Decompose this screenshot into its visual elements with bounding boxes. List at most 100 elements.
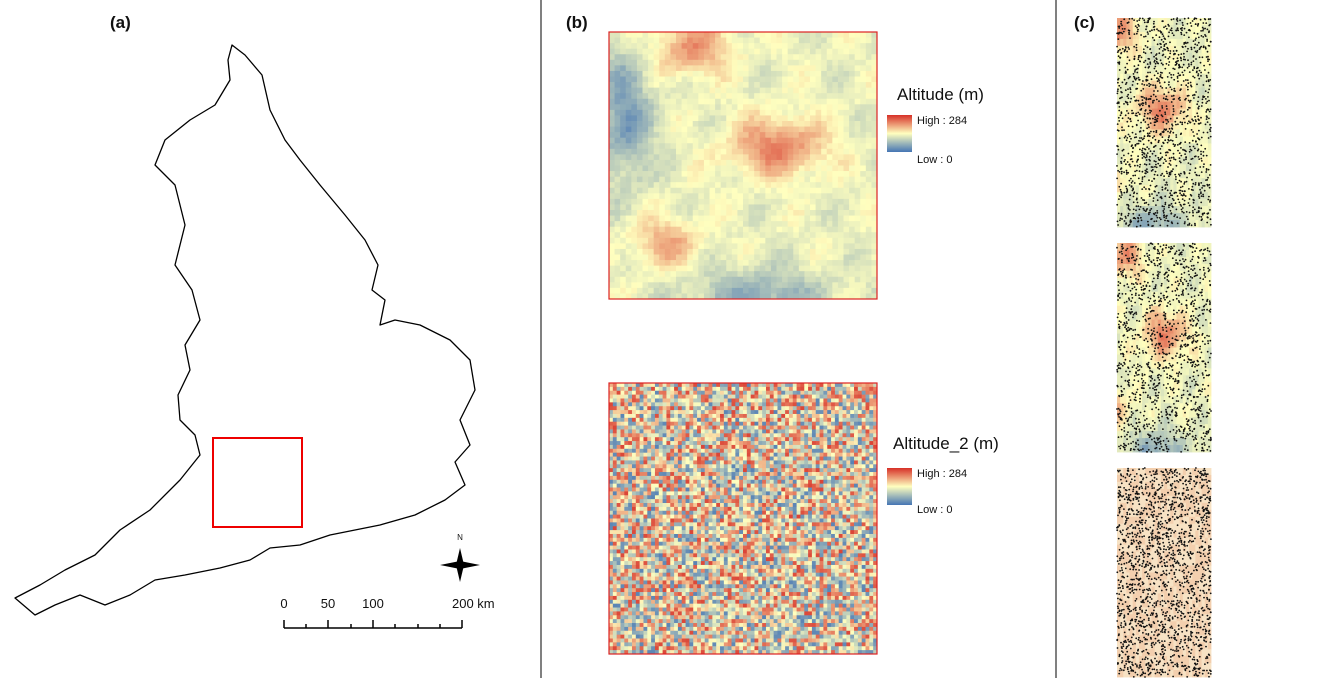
raster-cell <box>846 414 850 418</box>
raster-cell <box>654 88 660 94</box>
raster-cell <box>701 391 705 395</box>
raster-cell <box>804 266 810 272</box>
raster-cell <box>810 166 816 172</box>
raster-cell <box>849 99 855 105</box>
raster-cell <box>701 429 705 433</box>
raster-cell <box>799 149 805 155</box>
raster-cell <box>643 115 649 121</box>
raster-cell <box>628 464 632 468</box>
raster-cell <box>659 160 665 166</box>
raster-cell <box>693 429 697 433</box>
raster-cell <box>676 60 682 66</box>
raster-cell <box>615 216 621 222</box>
raster-cell <box>665 177 671 183</box>
raster-cell <box>659 60 665 66</box>
raster-cell <box>749 132 755 138</box>
raster-cell <box>816 199 822 205</box>
raster-cell <box>693 149 699 155</box>
raster-cell <box>735 519 739 523</box>
raster-cell <box>789 437 793 441</box>
raster-cell <box>777 93 783 99</box>
raster-cell <box>844 127 850 133</box>
raster-cell <box>721 132 727 138</box>
raster-cell <box>659 138 665 144</box>
raster-cell <box>777 437 781 441</box>
raster-cell <box>821 216 827 222</box>
raster-cell <box>617 464 621 468</box>
raster-cell <box>636 499 640 503</box>
raster-cell <box>858 515 862 519</box>
raster-cell <box>632 484 636 488</box>
raster-cell <box>665 93 671 99</box>
raster-cell <box>831 441 835 445</box>
raster-cell <box>765 121 771 127</box>
raster-cell <box>804 402 808 406</box>
raster-cell <box>804 227 810 233</box>
raster-cell <box>754 238 760 244</box>
raster-cell <box>715 43 721 49</box>
raster-cell <box>651 418 655 422</box>
raster-cell <box>609 138 615 144</box>
raster-cell <box>659 441 663 445</box>
raster-cell <box>613 410 617 414</box>
raster-cell <box>654 132 660 138</box>
raster-cell <box>858 495 862 499</box>
raster-cell <box>770 387 774 391</box>
raster-cell <box>777 445 781 449</box>
raster-cell <box>732 227 738 233</box>
raster-cell <box>726 115 732 121</box>
raster-cell <box>704 177 710 183</box>
raster-cell <box>843 391 847 395</box>
raster-cell <box>674 491 678 495</box>
raster-cell <box>655 503 659 507</box>
raster-cell <box>743 60 749 66</box>
raster-cell <box>689 488 693 492</box>
raster-cell <box>816 480 820 484</box>
raster-cell <box>609 193 615 199</box>
raster-cell <box>720 491 724 495</box>
raster-cell <box>715 138 721 144</box>
raster-cell <box>866 507 870 511</box>
raster-cell <box>816 77 822 83</box>
raster-cell <box>777 138 783 144</box>
raster-cell <box>839 402 843 406</box>
raster-cell <box>747 507 751 511</box>
raster-cell <box>869 402 873 406</box>
raster-cell <box>615 88 621 94</box>
raster-cell <box>643 260 649 266</box>
raster-cell <box>674 406 678 410</box>
raster-cell <box>812 398 816 402</box>
raster-cell <box>799 71 805 77</box>
raster-cell <box>765 110 771 116</box>
raster-cell <box>832 121 838 127</box>
raster-cell <box>682 54 688 60</box>
raster-cell <box>693 227 699 233</box>
raster-cell <box>812 499 816 503</box>
raster-cell <box>666 414 670 418</box>
raster-cell <box>636 526 640 530</box>
raster-cell <box>862 488 866 492</box>
raster-cell <box>670 449 674 453</box>
raster-cell <box>643 495 647 499</box>
raster-cell <box>735 507 739 511</box>
raster-cell <box>643 476 647 480</box>
raster-cell <box>827 132 833 138</box>
raster-cell <box>797 519 801 523</box>
raster-cell <box>858 445 862 449</box>
raster-cell <box>860 260 866 266</box>
raster-cell <box>693 204 699 210</box>
raster-cell <box>839 457 843 461</box>
raster-cell <box>710 166 716 172</box>
raster-cell <box>765 143 771 149</box>
raster-cell <box>693 277 699 283</box>
raster-cell <box>659 121 665 127</box>
raster-cell <box>777 484 781 488</box>
raster-cell <box>701 418 705 422</box>
raster-cell <box>821 160 827 166</box>
raster-cell <box>838 243 844 249</box>
raster-cell <box>754 177 760 183</box>
raster-cell <box>827 429 831 433</box>
raster-cell <box>816 387 820 391</box>
raster-cell <box>760 260 766 266</box>
raster-cell <box>820 445 824 449</box>
